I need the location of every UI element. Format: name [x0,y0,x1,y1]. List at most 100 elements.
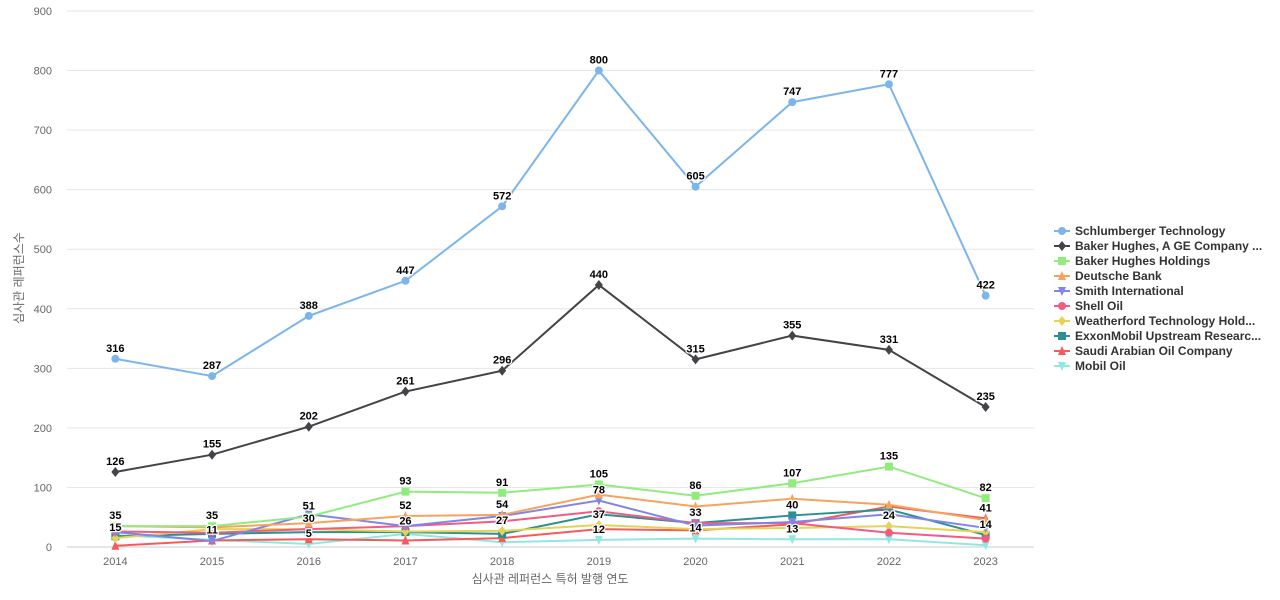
legend-label: Schlumberger Technology [1075,224,1226,238]
data-label: 422 [976,280,994,292]
data-point [884,535,893,545]
data-point [884,510,893,520]
series-line [115,532,986,547]
data-point [594,480,603,489]
data-label: 14 [980,519,993,531]
data-point [401,535,410,545]
y-tick-label: 700 [34,125,52,137]
x-tick-label: 2020 [683,556,707,568]
data-point [788,511,797,520]
data-label: 15 [109,522,121,534]
series-line [115,499,986,543]
data-label: 331 [880,334,898,346]
data-point [498,365,507,376]
data-point [304,512,313,521]
y-tick-label: 600 [34,185,52,197]
data-point [1058,241,1066,251]
x-tick-label: 2016 [297,556,321,568]
legend-item: Saudi Arabian Oil Company [1054,344,1233,358]
data-point [1058,271,1066,280]
data-point [594,66,603,75]
y-tick-label: 500 [34,244,52,256]
legend-item: Weatherford Technology Hold... [1054,314,1255,328]
data-point [304,421,313,432]
data-label: 5 [306,528,312,540]
y-axis-ticks: 0 100 200 300 400 500 600 700 800 900 [34,6,52,554]
legend-label: Mobil Oil [1075,359,1126,373]
data-point [401,522,410,532]
series-line [115,68,987,378]
data-label: 41 [980,502,992,514]
series [111,66,990,551]
data-label: 315 [686,343,704,355]
data-label: 126 [106,456,124,468]
series-line [115,493,986,529]
data-point [594,279,603,290]
data-point [594,535,603,545]
y-tick-label: 200 [34,423,52,435]
data-label: 800 [590,55,608,67]
data-point [1058,332,1066,340]
data-label: 13 [786,523,798,535]
data-label: 316 [106,343,124,355]
legend-label: Baker Hughes Holdings [1075,254,1211,268]
data-point [884,80,893,89]
data-point [788,98,797,107]
data-point [498,488,507,497]
legend-label: Weatherford Technology Hold... [1075,314,1255,328]
data-point [691,182,700,191]
data-point [401,511,410,521]
data-point [208,449,217,460]
data-label: 30 [303,513,315,525]
data-label: 747 [783,86,801,98]
data-point [594,507,603,516]
series-line [115,505,986,547]
legend-item: Schlumberger Technology [1054,224,1226,238]
series-2 [111,462,990,531]
data-point [884,505,893,514]
data-point [401,276,410,285]
data-label: 261 [396,376,414,388]
data-point [788,493,797,503]
data-point [208,372,217,381]
data-label: 33 [689,507,701,519]
data-point [111,533,120,544]
data-label: 93 [399,476,411,488]
y-tick-label: 800 [34,66,52,78]
data-point [1058,302,1066,310]
data-label: 355 [783,320,801,332]
data-label: 82 [980,482,992,494]
legend-item: Baker Hughes Holdings [1054,254,1211,268]
data-label: 11 [206,524,218,536]
data-point [884,499,893,509]
legend-label: Shell Oil [1075,299,1123,313]
x-tick-label: 2021 [780,556,804,568]
legend-item: Mobil Oil [1054,359,1126,373]
data-point [304,311,313,320]
legend-item: Shell Oil [1054,299,1123,313]
data-label: 155 [203,439,221,451]
legend-item: Smith International [1054,284,1184,298]
data-point [981,291,990,300]
data-point [981,515,990,525]
data-point [111,540,120,550]
data-label: 14 [689,523,702,535]
legend-label: Saudi Arabian Oil Company [1075,344,1233,358]
x-tick-label: 2022 [877,556,901,568]
data-point [498,202,507,211]
data-label: 54 [496,499,509,511]
data-point [1058,362,1066,371]
x-tick-label: 2017 [393,556,417,568]
y-tick-label: 400 [34,304,52,316]
data-point [401,487,410,496]
data-label: 572 [493,190,511,202]
legend-label: Smith International [1075,284,1184,298]
data-point [594,519,603,530]
series-line [115,465,986,528]
data-point [884,521,893,532]
x-tick-label: 2023 [973,556,997,568]
data-label: 52 [399,500,411,512]
data-label: 447 [396,265,414,277]
data-point [1058,257,1066,265]
